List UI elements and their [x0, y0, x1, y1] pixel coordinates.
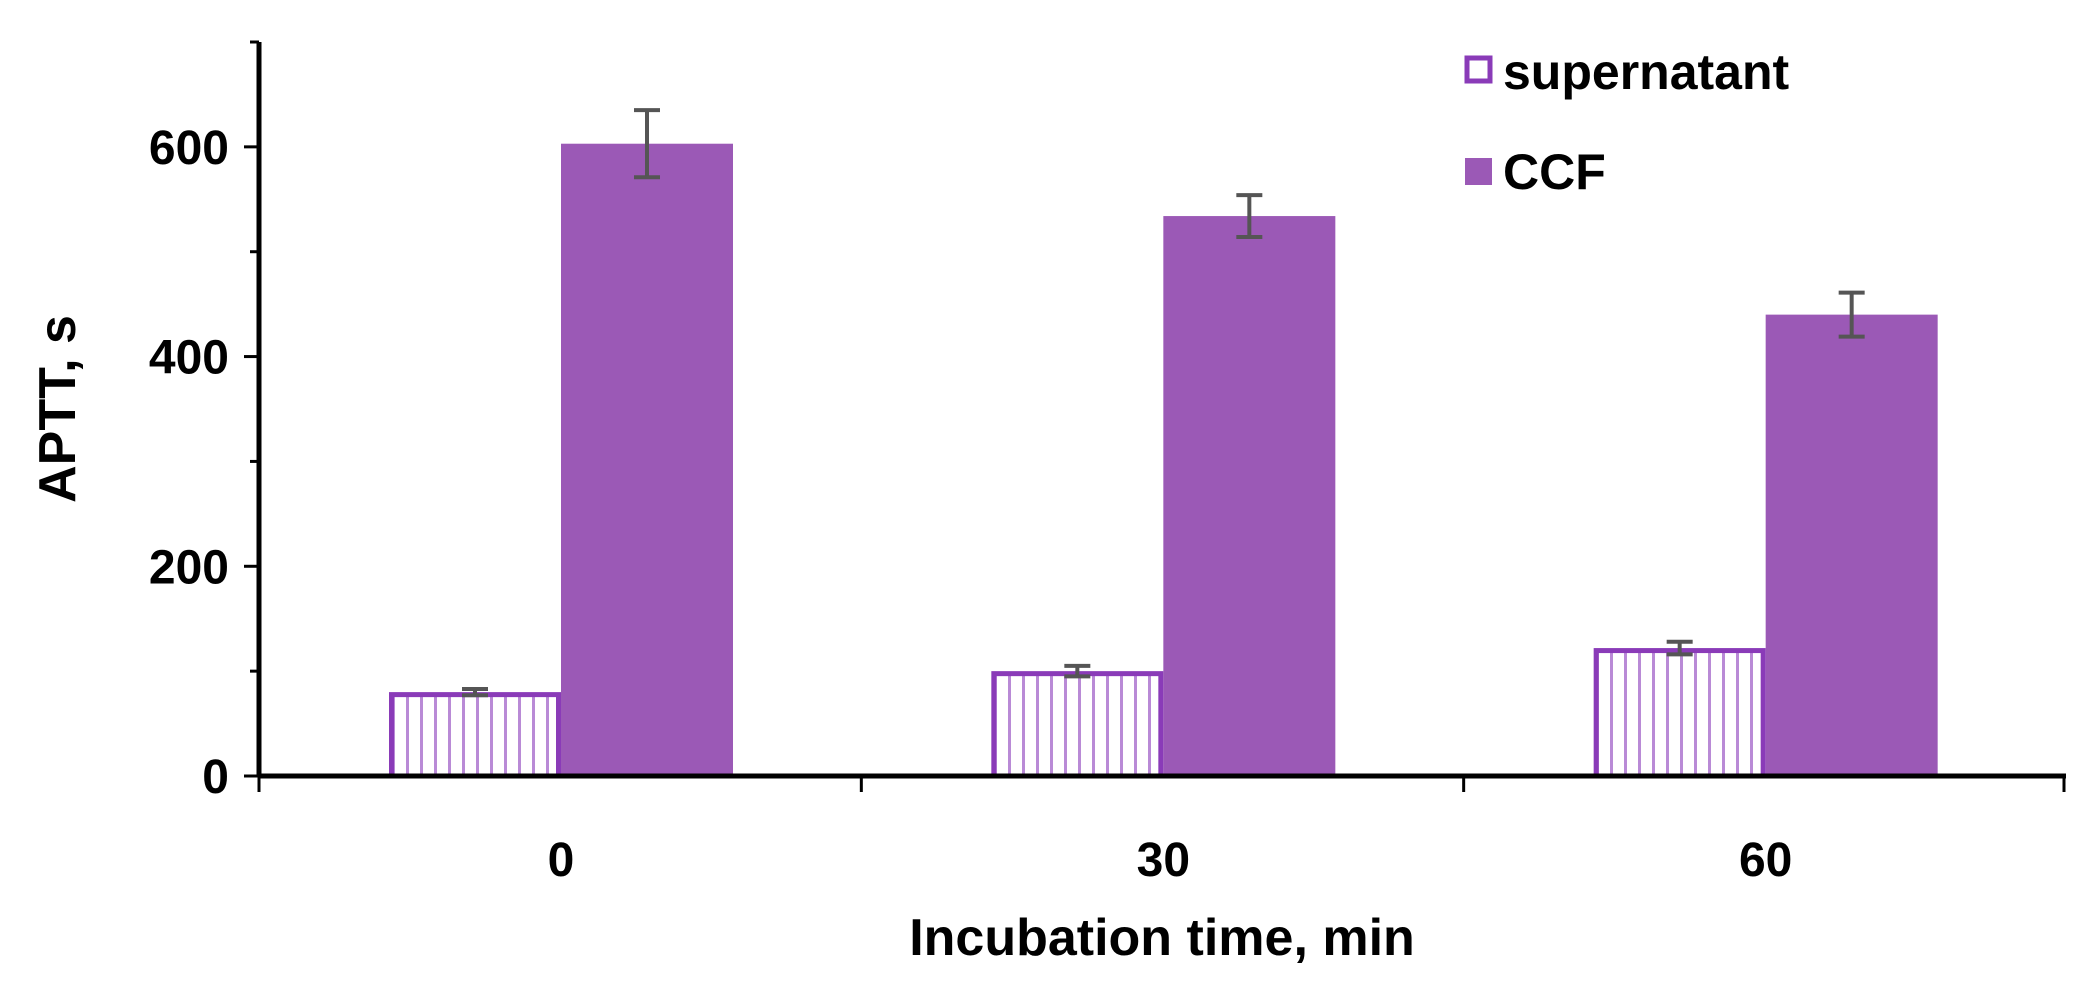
legend: supernatant CCF: [1464, 44, 1790, 200]
legend-label-supernatant: supernatant: [1503, 44, 1790, 100]
bars-layer: [389, 143, 1938, 779]
x-tick-label-0: 0: [548, 834, 575, 887]
axes: [256, 42, 2066, 779]
x-tick-label-60: 60: [1739, 834, 1792, 887]
y-tick-label-200: 200: [149, 541, 229, 594]
error-bars-layer: [462, 108, 1865, 698]
x-axis-title: Incubation time, min: [909, 909, 1415, 967]
error-bar-supernatant-0: [462, 686, 488, 698]
y-axis-title: APTT, s: [29, 315, 87, 503]
legend-label-ccf: CCF: [1503, 144, 1606, 200]
bar-ccf-0: [561, 143, 733, 776]
bar-ccf-60: [1765, 314, 1938, 776]
bar-supernatant-0: [389, 692, 561, 779]
y-tick-label-400: 400: [149, 332, 229, 385]
y-tick-label-0: 0: [202, 751, 229, 804]
x-axis-ticks: 0 30 60: [257, 776, 2066, 887]
bar-ccf-30: [1163, 216, 1336, 776]
legend-swatch-supernatant: [1464, 55, 1493, 84]
error-bar-ccf-60: [1838, 290, 1865, 339]
error-bar-ccf-30: [1236, 193, 1263, 240]
error-bar-supernatant-60: [1666, 639, 1693, 657]
bar-supernatant-60: [1593, 648, 1766, 779]
bar-supernatant-30: [991, 671, 1164, 779]
y-axis-ticks: 0 200 400 600: [149, 40, 259, 804]
y-tick-label-600: 600: [149, 122, 229, 175]
legend-swatch-ccf: [1465, 158, 1492, 185]
x-tick-label-30: 30: [1137, 834, 1190, 887]
error-bar-ccf-0: [634, 108, 660, 180]
error-bar-supernatant-30: [1064, 663, 1091, 679]
